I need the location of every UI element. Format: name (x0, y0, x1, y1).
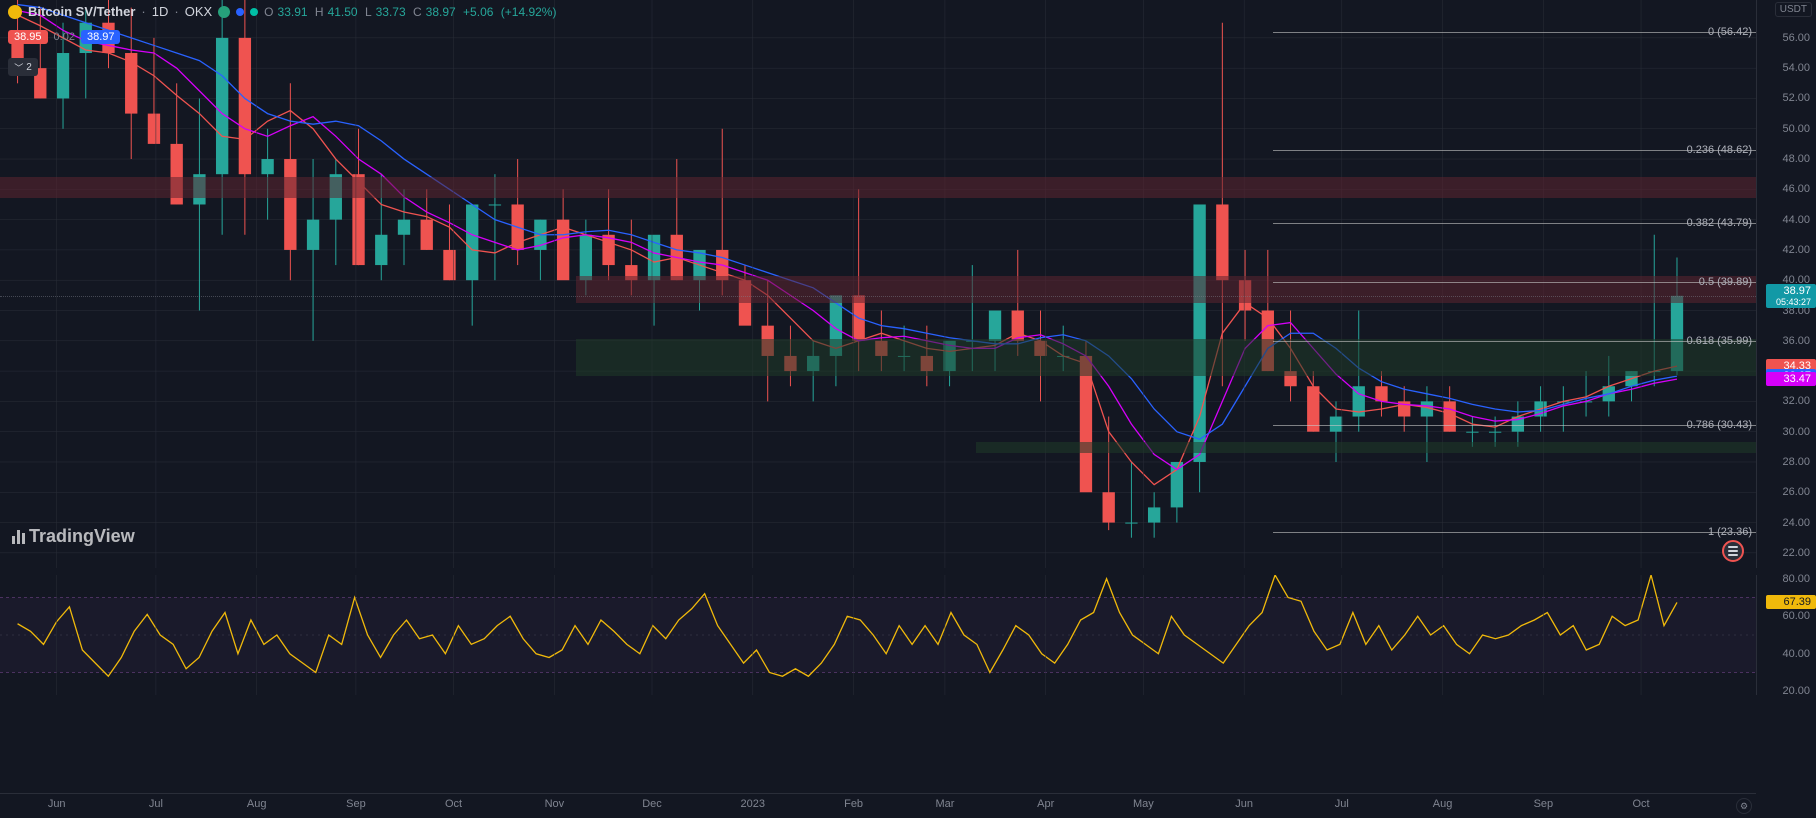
x-tick-label: Oct (445, 798, 462, 810)
prev-close-badge: 38.95 (8, 30, 48, 44)
chg-val: +5.06 (463, 5, 493, 19)
chart-header: Bitcoin SV/Tether · 1D · OKX O33.91 H41.… (8, 4, 560, 19)
fib-line[interactable] (1273, 425, 1756, 426)
fib-label: 0.618 (35.99) (1687, 335, 1752, 347)
h-label: H (315, 5, 324, 19)
gear-icon: ⚙ (1740, 801, 1748, 812)
y-tick-label: 30.00 (1782, 426, 1810, 438)
chart-container: Bitcoin SV/Tether · 1D · OKX O33.91 H41.… (0, 0, 1816, 818)
rsi-y-tick: 20.00 (1782, 685, 1810, 697)
y-tick-label: 48.00 (1782, 153, 1810, 165)
main-price-chart[interactable]: Bitcoin SV/Tether · 1D · OKX O33.91 H41.… (0, 0, 1756, 568)
x-tick-label: 2023 (741, 798, 765, 810)
h-val: 41.50 (328, 5, 358, 19)
currency-label: USDT (1775, 2, 1812, 17)
fib-line[interactable] (1273, 150, 1756, 151)
price-y-axis[interactable]: USDT 22.0024.0026.0028.0030.0032.0034.00… (1756, 0, 1816, 568)
x-tick-label: Jul (1335, 798, 1349, 810)
y-tick-label: 54.00 (1782, 62, 1810, 74)
price-zone[interactable] (976, 442, 1756, 453)
x-tick-label: May (1133, 798, 1154, 810)
x-tick-label: Apr (1037, 798, 1054, 810)
chart-settings-button[interactable]: ⚙ (1736, 798, 1752, 814)
fib-label: 0.382 (43.79) (1687, 217, 1752, 229)
bsv-icon (8, 5, 22, 19)
x-tick-label: Aug (1433, 798, 1453, 810)
chg-pct-val: (+14.92%) (501, 5, 557, 19)
l-label: L (365, 5, 372, 19)
x-tick-label: Mar (935, 798, 954, 810)
y-tick-label: 32.00 (1782, 395, 1810, 407)
y-tick-label: 50.00 (1782, 123, 1810, 135)
fib-line[interactable] (1273, 532, 1756, 533)
tradingview-logo[interactable]: TradingView (12, 526, 135, 547)
tv-logo-text: TradingView (29, 526, 135, 547)
x-tick-label: Jul (149, 798, 163, 810)
x-tick-label: Oct (1632, 798, 1649, 810)
o-val: 33.91 (278, 5, 308, 19)
price-tag: 38.9705:43:27 (1766, 284, 1816, 308)
x-tick-label: Dec (642, 798, 662, 810)
tv-logo-bars-icon (12, 530, 25, 544)
o-label: O (264, 5, 273, 19)
l-val: 33.73 (376, 5, 406, 19)
y-tick-label: 56.00 (1782, 32, 1810, 44)
rsi-svg (0, 575, 1756, 695)
interval-label[interactable]: 1D (152, 4, 169, 19)
price-tag: 33.47 (1766, 372, 1816, 386)
fib-label: 0 (56.42) (1708, 26, 1752, 38)
symbol-title[interactable]: Bitcoin SV/Tether (28, 4, 135, 19)
legend-row: 38.95 0.02 38.97 (8, 30, 120, 44)
time-axis[interactable]: Jun Jul Aug Sep Oct Nov Dec 2023 Feb Mar Apr May Jun… (0, 793, 1756, 818)
price-zone[interactable] (576, 276, 1756, 303)
tether-icon (218, 6, 230, 18)
y-tick-label: 42.00 (1782, 244, 1810, 256)
exchange-label[interactable]: OKX (185, 4, 212, 19)
fib-label: 0.5 (39.89) (1699, 276, 1752, 288)
rsi-y-tick: 40.00 (1782, 648, 1810, 660)
fib-line[interactable] (1273, 341, 1756, 342)
rsi-subchart[interactable]: TradingView (0, 575, 1756, 695)
fib-label: 0.236 (48.62) (1687, 144, 1752, 156)
y-tick-label: 36.00 (1782, 335, 1810, 347)
y-tick-label: 26.00 (1782, 486, 1810, 498)
x-tick-label: Jun (48, 798, 66, 810)
y-tick-label: 52.00 (1782, 92, 1810, 104)
rsi-y-axis[interactable]: 20.00 40.00 60.00 80.00 67.39 (1756, 575, 1816, 695)
last-price-badge: 38.97 (81, 30, 121, 44)
c-label: C (413, 5, 422, 19)
goto-icon (1728, 550, 1738, 552)
fib-label: 0.786 (30.43) (1687, 419, 1752, 431)
c-val: 38.97 (426, 5, 456, 19)
x-tick-label: Sep (346, 798, 366, 810)
mid-badge: 0.02 (54, 31, 75, 43)
rsi-y-tick: 60.00 (1782, 610, 1810, 622)
price-zone[interactable] (576, 339, 1756, 375)
chevron-down-icon: ﹀ (14, 61, 23, 74)
fib-line[interactable] (1273, 282, 1756, 283)
x-tick-label: Feb (844, 798, 863, 810)
ohlc-readout: O 33.91 H 41.50 L 33.73 C 38.97 +5.06 (+14.9… (264, 5, 560, 19)
y-tick-label: 22.00 (1782, 547, 1810, 559)
x-tick-label: Nov (545, 798, 565, 810)
rsi-y-tick: 80.00 (1782, 573, 1810, 585)
fib-line[interactable] (1273, 32, 1756, 33)
price-zone[interactable] (0, 177, 1756, 198)
fib-label: 1 (23.36) (1708, 526, 1752, 538)
expand-indicators-button[interactable]: ﹀ 2 (8, 58, 38, 76)
x-tick-label: Aug (247, 798, 267, 810)
y-tick-label: 24.00 (1782, 517, 1810, 529)
y-tick-label: 28.00 (1782, 456, 1810, 468)
current-price-line (0, 296, 1756, 297)
rsi-tag: 67.39 (1766, 595, 1816, 609)
goto-date-button[interactable] (1722, 540, 1744, 562)
indicator-dot-2 (250, 8, 258, 16)
y-tick-label: 44.00 (1782, 214, 1810, 226)
x-tick-label: Jun (1235, 798, 1253, 810)
y-tick-label: 46.00 (1782, 183, 1810, 195)
x-tick-label: Sep (1534, 798, 1554, 810)
fib-line[interactable] (1273, 223, 1756, 224)
indicator-count: 2 (26, 62, 32, 73)
indicator-dot-1 (236, 8, 244, 16)
